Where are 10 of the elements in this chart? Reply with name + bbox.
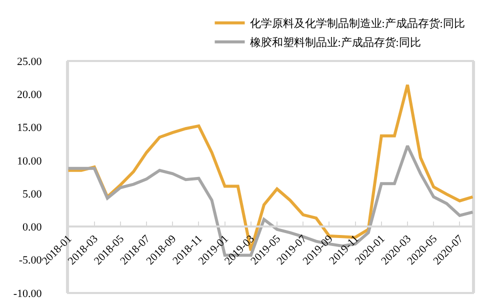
y-tick-label: -5.00 bbox=[18, 254, 42, 267]
y-tick-label: 15.00 bbox=[17, 122, 42, 134]
legend-label: 化学原料及化学制品制造业:产成品存货:同比 bbox=[250, 17, 465, 30]
y-tick-label: -10.00 bbox=[13, 288, 42, 300]
y-tick-label: 20.00 bbox=[17, 88, 42, 101]
y-tick-label: 10.00 bbox=[17, 155, 42, 168]
legend-label: 橡胶和塑料制品业:产成品存货:同比 bbox=[250, 36, 421, 50]
y-tick-label: 25.00 bbox=[17, 56, 42, 68]
y-tick-label: 5.00 bbox=[22, 188, 42, 200]
y-tick-label: 0.00 bbox=[22, 222, 42, 234]
